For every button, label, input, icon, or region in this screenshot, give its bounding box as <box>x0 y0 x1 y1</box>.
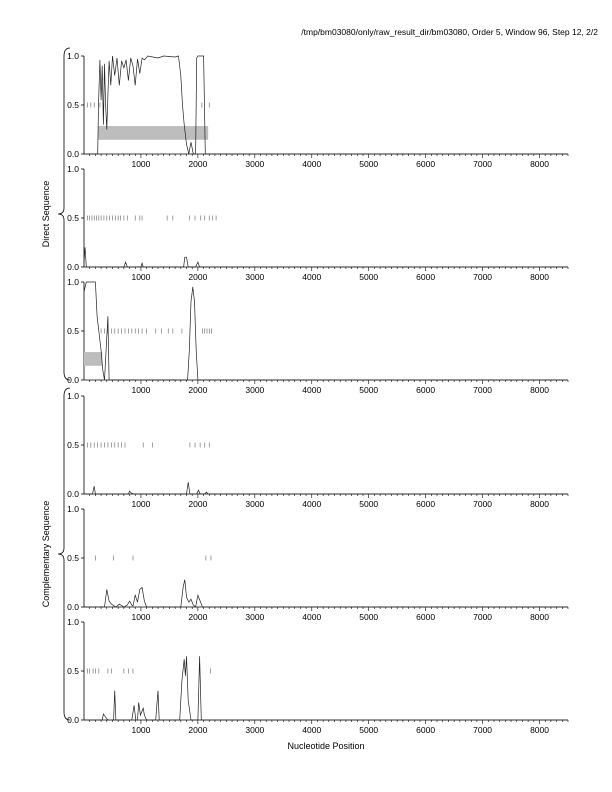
x-tick-label: 7000 <box>473 272 492 282</box>
x-axis-label: Nucleotide Position <box>287 741 365 751</box>
x-tick-label: 8000 <box>530 499 549 509</box>
x-tick-label: 2000 <box>188 272 207 282</box>
x-tick-label: 6000 <box>416 272 435 282</box>
x-tick-label: 3000 <box>245 385 264 395</box>
x-tick-label: 5000 <box>359 385 378 395</box>
x-tick-label: 5000 <box>359 725 378 735</box>
panel-6: 0.0 0.5 1.0 1000 2000 3000 4000 5000 6000 7000 800… <box>67 617 569 735</box>
y-tick-label: 0.5 <box>67 326 79 336</box>
x-tick-label: 4000 <box>302 499 321 509</box>
y-tick-label: 0.0 <box>67 375 79 385</box>
x-tick-label: 6000 <box>416 499 435 509</box>
y-tick-label: 1.0 <box>67 391 79 401</box>
x-tick-label: 5000 <box>359 272 378 282</box>
x-tick-label: 7000 <box>473 385 492 395</box>
x-tick-label: 3000 <box>245 159 264 169</box>
y-tick-label: 0.0 <box>67 602 79 612</box>
panel-5: 0.0 0.5 1.0 1000 2000 3000 4000 5000 6000 7000 800… <box>67 504 569 622</box>
series-line <box>84 579 568 608</box>
x-tick-label: 1000 <box>131 725 150 735</box>
x-tick-label: 8000 <box>530 272 549 282</box>
x-tick-label: 4000 <box>302 385 321 395</box>
group-label: Direct Sequence <box>41 181 51 248</box>
x-tick-label: 5000 <box>359 159 378 169</box>
x-tick-label: 2000 <box>188 159 207 169</box>
x-tick-label: 3000 <box>245 272 264 282</box>
panel-3: 0.0 0.5 1.0 1000 2000 3000 4000 5000 6000 7000 800… <box>67 277 569 395</box>
series-line <box>83 247 568 268</box>
y-tick-label: 0.5 <box>67 666 79 676</box>
x-tick-label: 8000 <box>530 725 549 735</box>
x-tick-label: 2000 <box>188 612 207 622</box>
panel-4: 0.0 0.5 1.0 1000 2000 3000 4000 5000 6000 7000 800… <box>67 391 569 509</box>
x-tick-label: 3000 <box>245 499 264 509</box>
y-tick-label: 0.5 <box>67 553 79 563</box>
x-tick-label: 4000 <box>302 725 321 735</box>
x-tick-label: 6000 <box>416 385 435 395</box>
y-tick-label: 0.5 <box>67 100 79 110</box>
x-tick-label: 3000 <box>245 725 264 735</box>
x-tick-label: 4000 <box>302 159 321 169</box>
group-label: Complementary Sequence <box>41 501 51 608</box>
x-tick-label: 7000 <box>473 499 492 509</box>
x-tick-label: 1000 <box>131 159 150 169</box>
x-tick-label: 1000 <box>131 385 150 395</box>
x-tick-label: 5000 <box>359 612 378 622</box>
region-bar <box>84 352 103 366</box>
panel-2: 0.0 0.5 1.0 1000 2000 3000 4000 5000 6000 7000 800… <box>67 164 569 282</box>
x-tick-label: 8000 <box>530 385 549 395</box>
x-tick-label: 8000 <box>530 159 549 169</box>
x-tick-label: 4000 <box>302 272 321 282</box>
x-tick-label: 7000 <box>473 159 492 169</box>
series-line <box>83 281 568 381</box>
x-tick-label: 6000 <box>416 612 435 622</box>
y-tick-label: 0.0 <box>67 715 79 725</box>
series-line <box>84 55 568 155</box>
x-tick-label: 7000 <box>473 725 492 735</box>
x-tick-label: 5000 <box>359 499 378 509</box>
region-bar <box>98 126 209 140</box>
y-tick-label: 0.0 <box>67 262 79 272</box>
x-tick-label: 8000 <box>530 612 549 622</box>
x-tick-label: 1000 <box>131 499 150 509</box>
x-tick-label: 4000 <box>302 612 321 622</box>
y-tick-label: 0.0 <box>67 149 79 159</box>
x-tick-label: 6000 <box>416 725 435 735</box>
series-line <box>84 656 568 721</box>
series-line <box>84 482 568 495</box>
y-tick-label: 0.5 <box>67 440 79 450</box>
y-tick-label: 1.0 <box>67 51 79 61</box>
panel-1: 0.0 0.5 1.0 1000 2000 3000 4000 5000 6000 7000 800… <box>67 51 569 169</box>
x-tick-label: 1000 <box>131 272 150 282</box>
x-tick-label: 1000 <box>131 612 150 622</box>
y-tick-label: 0.0 <box>67 489 79 499</box>
x-tick-label: 6000 <box>416 159 435 169</box>
y-tick-label: 1.0 <box>67 617 79 627</box>
x-tick-label: 2000 <box>188 385 207 395</box>
page-title: /tmp/bm03080/only/raw_result_dir/bm03080… <box>301 27 598 37</box>
x-tick-label: 2000 <box>188 725 207 735</box>
group-brace <box>57 387 71 721</box>
y-tick-label: 1.0 <box>67 277 79 287</box>
x-tick-label: 3000 <box>245 612 264 622</box>
x-tick-label: 2000 <box>188 499 207 509</box>
y-tick-label: 1.0 <box>67 164 79 174</box>
group-brace <box>57 47 71 381</box>
x-tick-label: 7000 <box>473 612 492 622</box>
y-tick-label: 1.0 <box>67 504 79 514</box>
y-tick-label: 0.5 <box>67 213 79 223</box>
